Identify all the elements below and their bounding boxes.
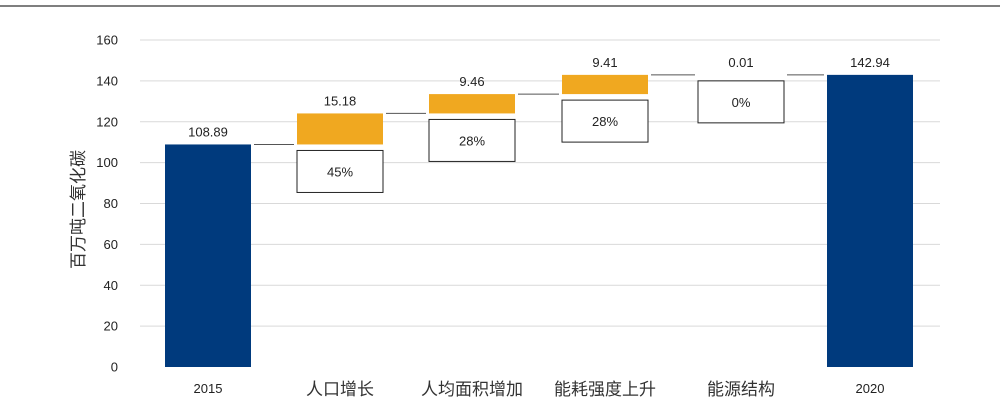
bar-5 bbox=[827, 74, 913, 367]
y-tick-label-60: 60 bbox=[104, 237, 118, 252]
y-axis-label: 百万吨二氧化碳 bbox=[69, 150, 89, 269]
share-box-4 bbox=[697, 80, 785, 124]
x-tick-label-3: 能耗强度上升 bbox=[554, 380, 656, 400]
data-label-5: 142.94 bbox=[850, 55, 890, 70]
y-tick-label-0: 0 bbox=[111, 360, 118, 375]
data-label-4: 0.01 bbox=[728, 55, 753, 70]
y-tick-label-160: 160 bbox=[96, 33, 118, 48]
y-tick-label-20: 20 bbox=[104, 319, 118, 334]
x-tick-label-5: 2020 bbox=[856, 381, 885, 396]
data-label-2: 9.46 bbox=[459, 74, 484, 89]
x-tick-label-2: 人均面积增加 bbox=[421, 380, 523, 400]
bar-0 bbox=[165, 144, 251, 367]
y-tick-label-140: 140 bbox=[96, 73, 118, 88]
y-tick-label-120: 120 bbox=[96, 114, 118, 129]
share-label-4: 0% bbox=[732, 95, 751, 110]
x-tick-label-1: 人口增长 bbox=[306, 380, 374, 400]
x-tick-label-0: 2015 bbox=[194, 381, 223, 396]
y-tick-label-80: 80 bbox=[104, 196, 118, 211]
data-label-0: 108.89 bbox=[188, 124, 228, 139]
bar-3 bbox=[562, 74, 648, 95]
share-label-2: 28% bbox=[459, 133, 485, 148]
data-label-1: 15.18 bbox=[324, 93, 357, 108]
share-box-1 bbox=[296, 149, 384, 193]
share-box-2 bbox=[428, 118, 516, 162]
y-tick-label-100: 100 bbox=[96, 155, 118, 170]
share-label-1: 45% bbox=[327, 164, 353, 179]
share-label-3: 28% bbox=[592, 114, 618, 129]
y-tick-label-40: 40 bbox=[104, 278, 118, 293]
bar-1 bbox=[297, 113, 383, 145]
share-box-3 bbox=[561, 99, 649, 143]
bar-2 bbox=[429, 94, 515, 114]
data-label-3: 9.41 bbox=[592, 55, 617, 70]
x-tick-label-4: 能源结构 bbox=[707, 380, 775, 400]
